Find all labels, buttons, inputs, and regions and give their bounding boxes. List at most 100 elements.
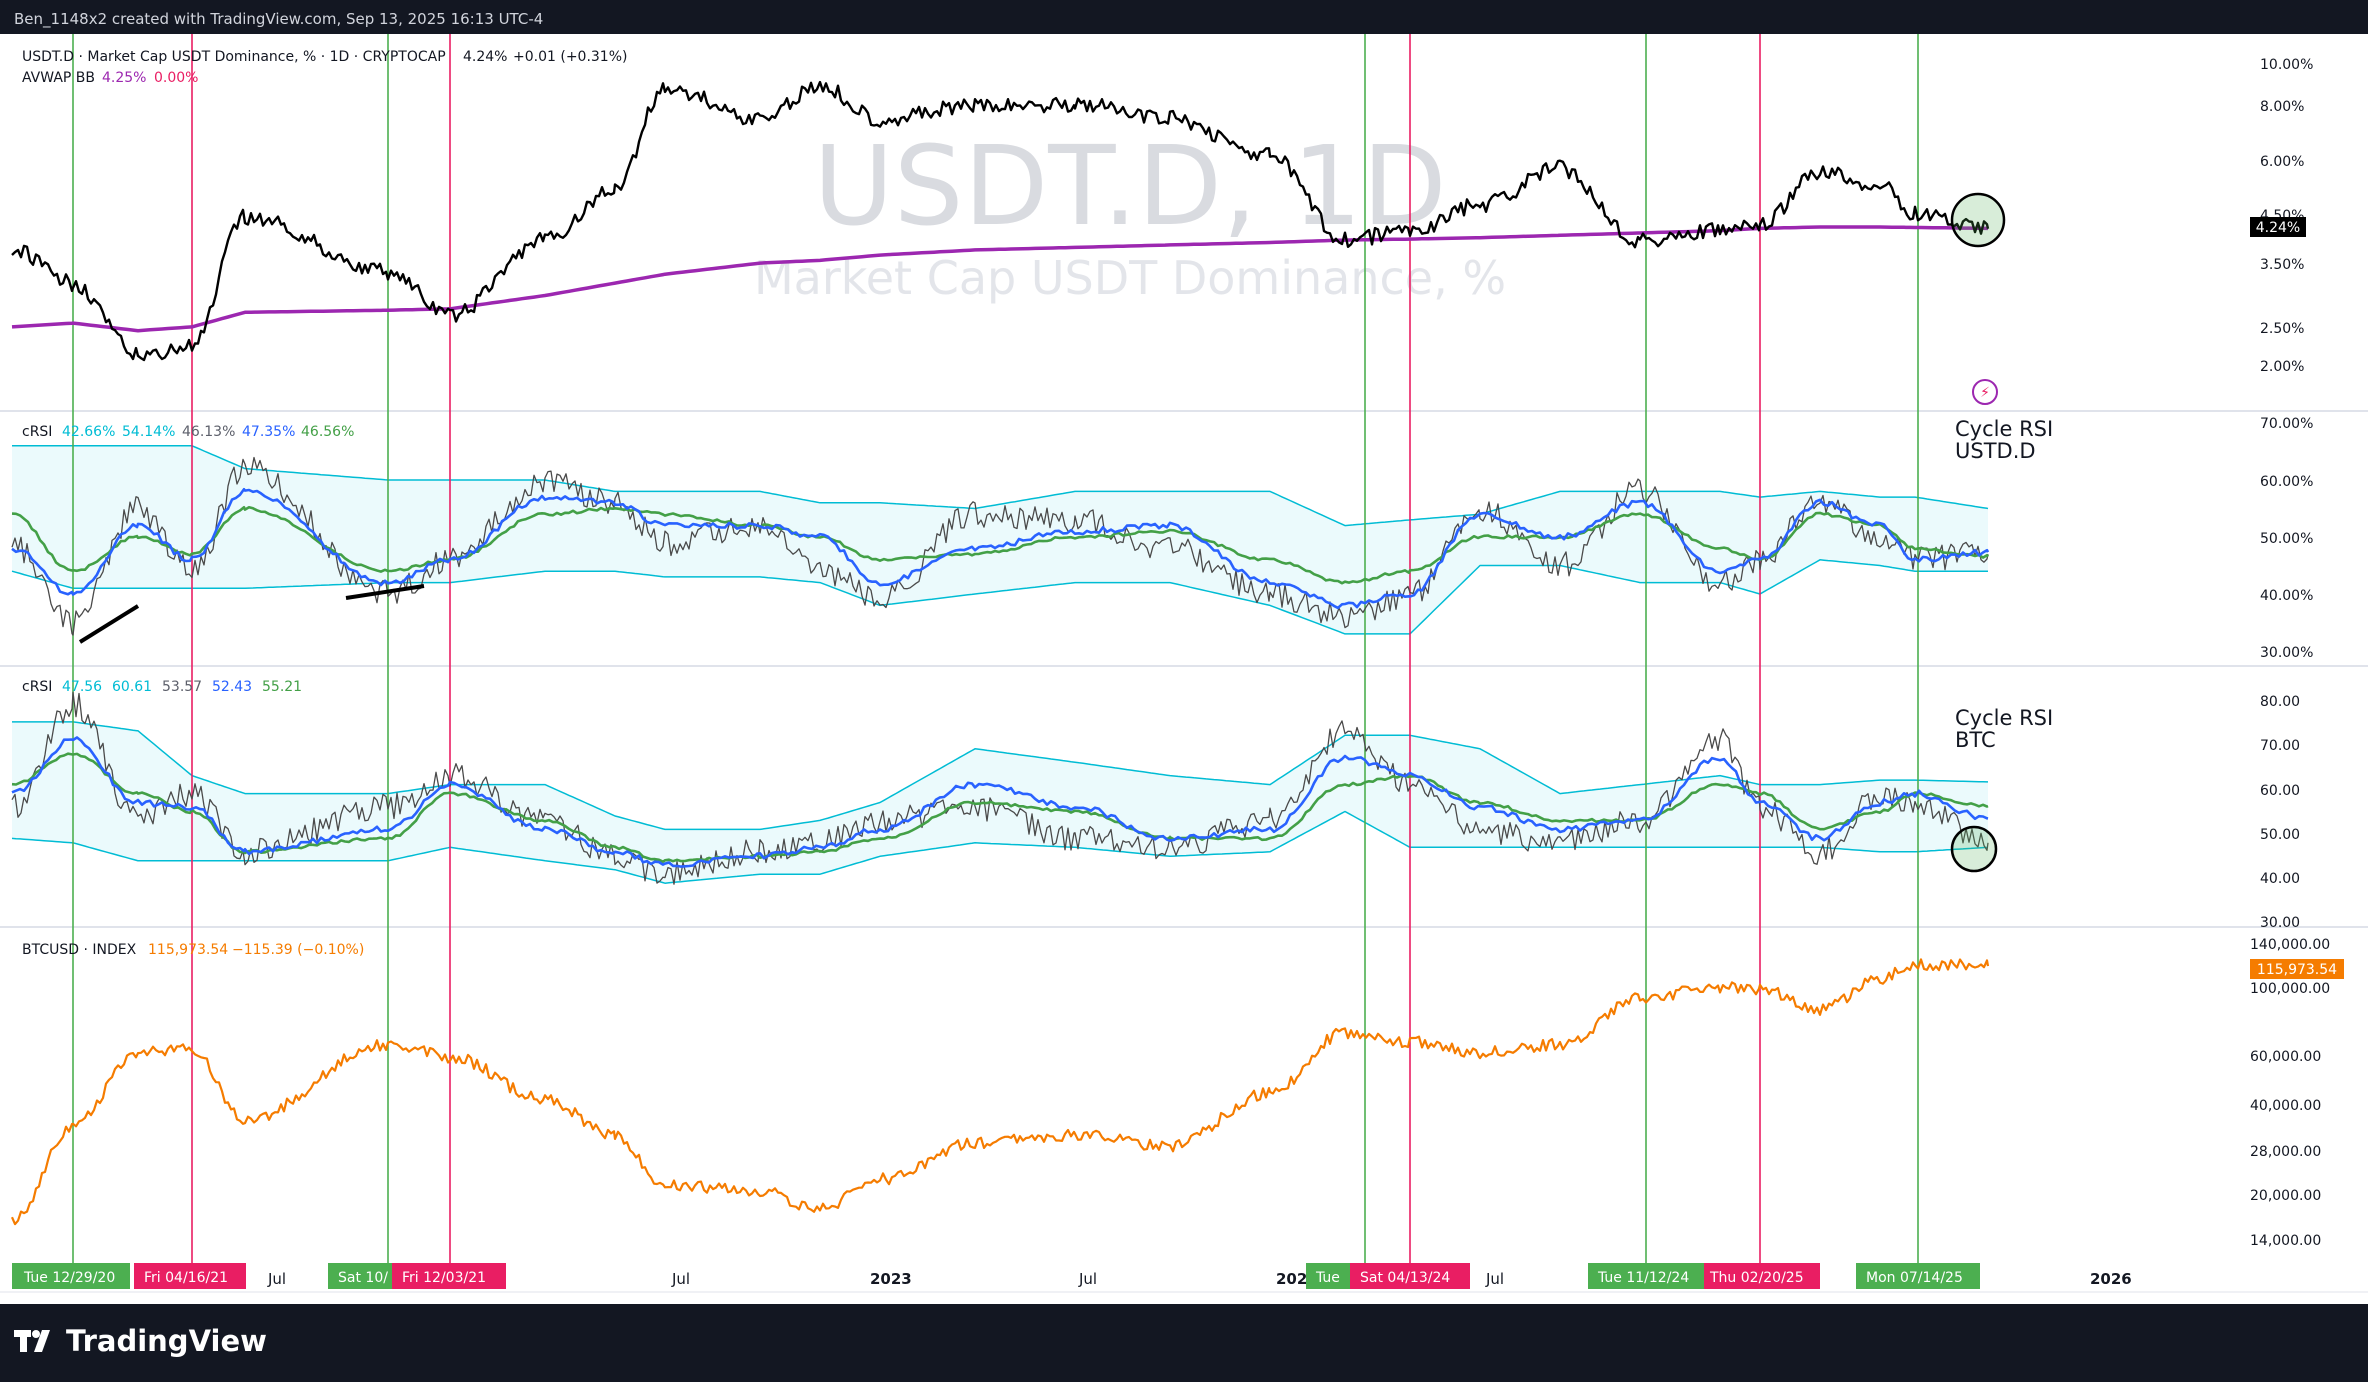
p2-note-2: USTD.D xyxy=(1955,439,2036,463)
time-tick: 2023 xyxy=(870,1270,912,1288)
p1-axis-tick: 10.00% xyxy=(2260,57,2313,73)
lightning-icon: ⚡ xyxy=(1980,385,1990,401)
p1-value: 4.24% xyxy=(463,49,507,65)
p1-ind-v2: 0.00% xyxy=(154,70,198,86)
time-tick: 2026 xyxy=(2090,1270,2132,1288)
crsi-fast-line[interactable] xyxy=(11,487,1990,610)
p4-axis-tick: 40,000.00 xyxy=(2250,1098,2321,1114)
date-marker-tag[interactable] xyxy=(1306,1263,1350,1289)
time-tick: Jul xyxy=(267,1270,286,1288)
date-marker-text: Tue 11/12/24 xyxy=(1597,1270,1689,1286)
p2-axis-tick: 50.00% xyxy=(2260,531,2313,547)
date-marker-tag[interactable] xyxy=(1704,1263,1820,1289)
p1-axis-tick: 3.50% xyxy=(2260,257,2304,273)
p2-name: cRSI xyxy=(22,424,52,440)
p1-symbol: USDT.D · Market Cap USDT Dominance, % · … xyxy=(22,49,446,65)
crsi-raw-line[interactable] xyxy=(11,456,1989,636)
p1-ind-v1: 4.25% xyxy=(102,70,146,86)
p4-symbol: BTCUSD · INDEX xyxy=(22,942,137,958)
btcusd-line[interactable] xyxy=(10,958,1990,1226)
p4-axis-tick: 100,000.00 xyxy=(2250,981,2330,997)
p4-change: −115.39 (−0.10%) xyxy=(232,942,364,958)
date-marker-tag[interactable] xyxy=(1856,1263,1980,1289)
date-marker-text: Mon 07/14/25 xyxy=(1866,1270,1963,1286)
p4-axis-tick: 20,000.00 xyxy=(2250,1188,2321,1204)
avwap-line[interactable] xyxy=(11,225,1989,333)
date-marker-text: Fri 12/03/21 xyxy=(402,1270,486,1286)
date-marker-tag[interactable] xyxy=(1588,1263,1708,1289)
p2-note-1: Cycle RSI xyxy=(1955,417,2053,441)
tradingview-logo-icon xyxy=(14,1330,50,1352)
p2-val-2: 54.14% xyxy=(122,424,175,440)
p1-axis-tick: 6.00% xyxy=(2260,154,2304,170)
date-marker-tag[interactable] xyxy=(392,1263,506,1289)
p3-val-2: 60.61 xyxy=(112,679,152,695)
date-marker-tag[interactable] xyxy=(328,1263,396,1289)
chart-area[interactable]: USDT.D, 1D Market Cap USDT Dominance, % … xyxy=(0,34,2368,1304)
top-bar: Ben_1148x2 created with TradingView.com,… xyxy=(0,0,2368,34)
p2-axis-tick: 70.00% xyxy=(2260,416,2313,432)
time-tick: Jul xyxy=(1485,1270,1504,1288)
date-marker-text: Sat 04/13/24 xyxy=(1360,1270,1450,1286)
date-marker-text: Tue xyxy=(1315,1270,1340,1286)
footer-bar: TradingView xyxy=(0,1304,2368,1382)
highlight-circle[interactable] xyxy=(1950,825,1998,873)
p3-val-4: 52.43 xyxy=(212,679,252,695)
time-tick: 202 xyxy=(1276,1270,1307,1288)
time-tick: Jul xyxy=(671,1270,690,1288)
date-marker-tag[interactable] xyxy=(1350,1263,1470,1289)
p2-val-3: 46.13% xyxy=(182,424,235,440)
p3-note-1: Cycle RSI xyxy=(1955,706,2053,730)
p2-val-5: 46.56% xyxy=(301,424,354,440)
p1-axis-tick: 2.50% xyxy=(2260,321,2304,337)
p3-val-3: 53.57 xyxy=(162,679,202,695)
date-marker-tag[interactable] xyxy=(12,1263,130,1289)
crsi-fast-line[interactable] xyxy=(11,736,1989,868)
chart-credit: Ben_1148x2 created with TradingView.com,… xyxy=(14,10,544,28)
p3-axis-tick: 40.00 xyxy=(2260,871,2300,887)
watermark-main: USDT.D, 1D xyxy=(813,122,1446,250)
p3-axis-tick: 30.00 xyxy=(2260,915,2300,931)
p3-name: cRSI xyxy=(22,679,52,695)
p3-axis-tick: 80.00 xyxy=(2260,694,2300,710)
p3-note-2: BTC xyxy=(1955,728,1996,752)
highlight-circle[interactable] xyxy=(1950,192,2006,248)
trendline-annotation[interactable] xyxy=(78,604,140,644)
p2-val-4: 47.35% xyxy=(242,424,295,440)
p2-val-1: 42.66% xyxy=(62,424,115,440)
p2-axis-tick: 60.00% xyxy=(2260,474,2313,490)
p4-last-price-tag xyxy=(2250,959,2344,979)
lower-band-line[interactable] xyxy=(11,559,1988,635)
date-marker-text: Sat 10/ xyxy=(338,1270,388,1286)
p4-value: 115,973.54 xyxy=(148,942,228,958)
p1-change: +0.01 (+0.31%) xyxy=(513,49,627,65)
p1-axis-tick: 8.00% xyxy=(2260,99,2304,115)
p3-axis-tick: 70.00 xyxy=(2260,738,2300,754)
tradingview-logo[interactable]: TradingView xyxy=(14,1324,267,1358)
p4-axis-tick: 140,000.00 xyxy=(2250,937,2330,953)
p4-axis-tick: 60,000.00 xyxy=(2250,1049,2321,1065)
brand-name: TradingView xyxy=(66,1324,267,1358)
date-marker-tag[interactable] xyxy=(134,1263,246,1289)
p4-last-price: 115,973.54 xyxy=(2257,962,2337,978)
upper-band-line[interactable] xyxy=(12,721,1988,831)
p1-axis-tick: 2.00% xyxy=(2260,359,2304,375)
usdt-dominance-line[interactable] xyxy=(11,80,1990,362)
p1-last-price-tag xyxy=(2250,217,2306,237)
p1-last-price: 4.24% xyxy=(2256,220,2300,236)
crsi-slow-line[interactable] xyxy=(11,752,1989,863)
p3-axis-tick: 50.00 xyxy=(2260,827,2300,843)
indicator-icon[interactable] xyxy=(1972,379,1998,405)
p4-axis-tick: 14,000.00 xyxy=(2250,1233,2321,1249)
p2-axis-tick: 40.00% xyxy=(2260,588,2313,604)
watermark-sub: Market Cap USDT Dominance, % xyxy=(754,251,1506,305)
p4-axis-tick: 28,000.00 xyxy=(2250,1144,2321,1160)
p3-axis-tick: 60.00 xyxy=(2260,783,2300,799)
date-marker-text: Tue 12/29/20 xyxy=(23,1270,115,1286)
lower-band-line[interactable] xyxy=(11,810,1989,884)
p3-val-5: 55.21 xyxy=(262,679,302,695)
chart-svg[interactable]: USDT.D, 1D Market Cap USDT Dominance, % … xyxy=(0,34,2368,1304)
band-fill xyxy=(12,445,1988,634)
date-marker-text: Fri 04/16/21 xyxy=(144,1270,228,1286)
trendline-annotation[interactable] xyxy=(345,584,425,600)
